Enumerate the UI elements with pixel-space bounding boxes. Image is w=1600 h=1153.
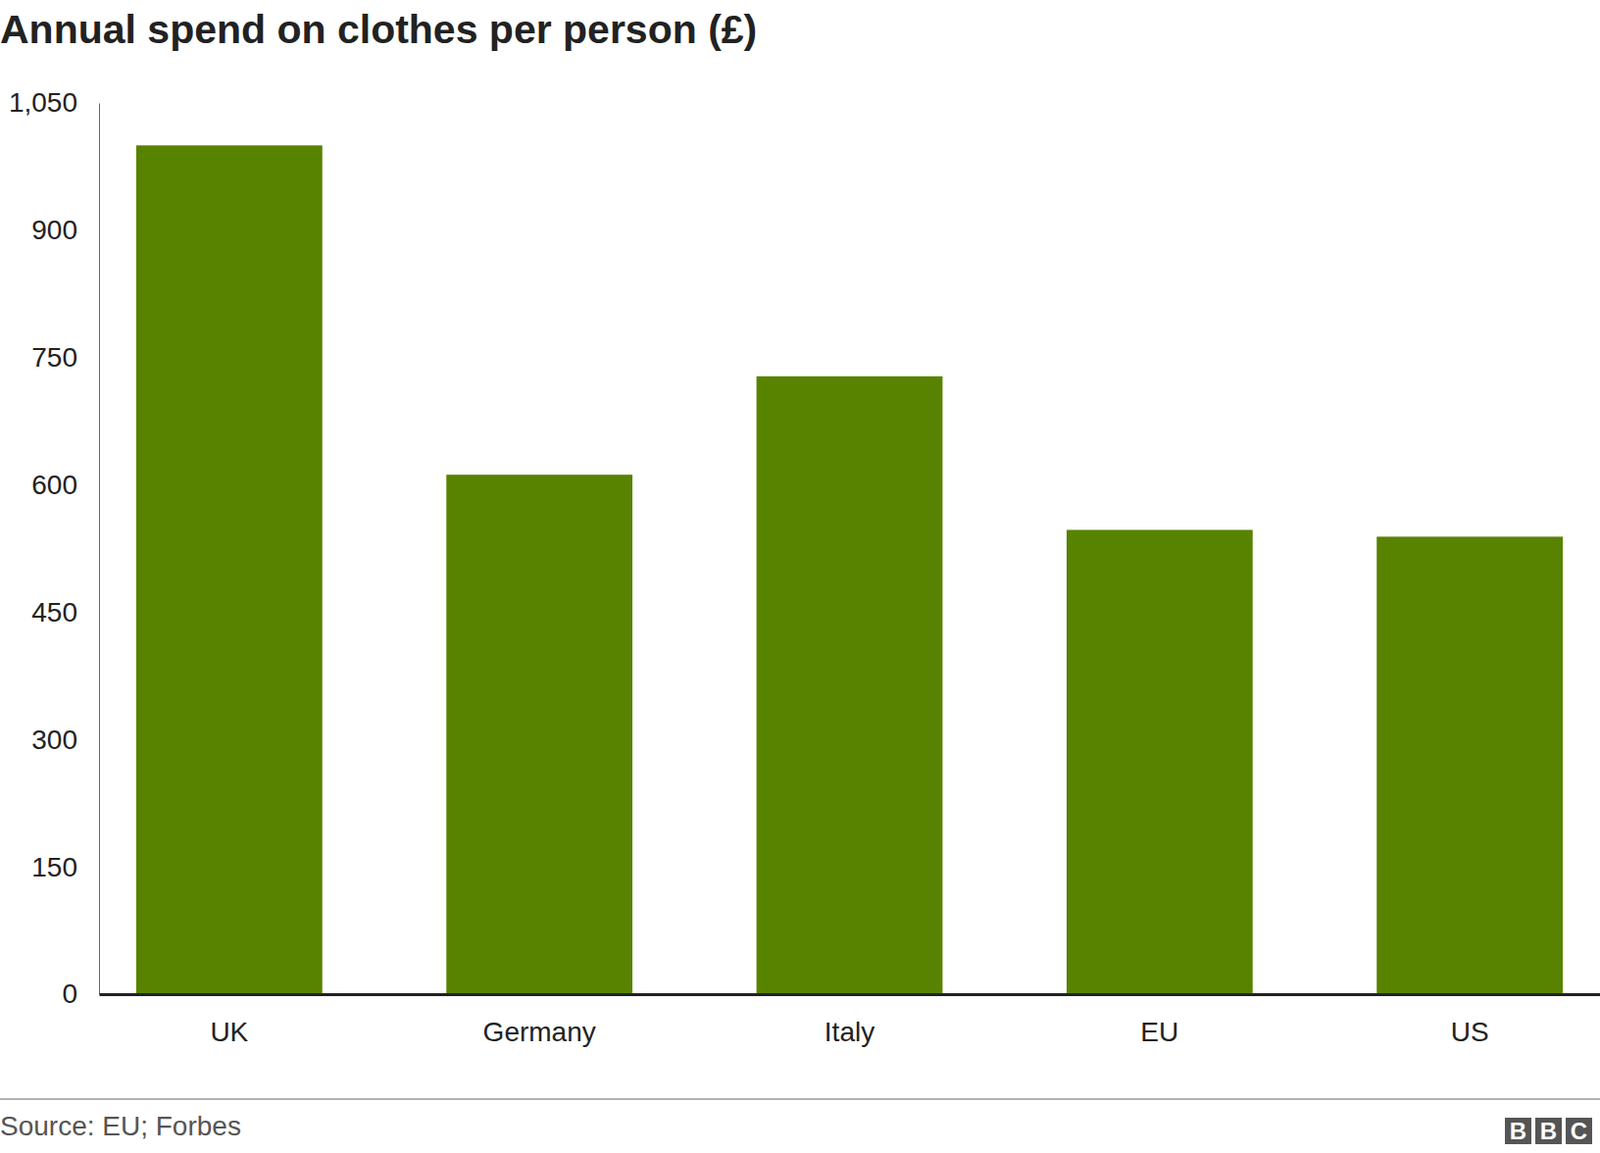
source: Source: EU; Forbes bbox=[0, 1110, 242, 1142]
x-tick-label: EU bbox=[1140, 1016, 1179, 1048]
x-axis: UK Germany Italy EU US bbox=[100, 994, 1600, 1048]
y-tick: 0 bbox=[61, 978, 100, 1009]
y-tick-label: 450 bbox=[31, 597, 78, 628]
x-tick-label: Italy bbox=[824, 1016, 875, 1048]
y-tick-label: 1,050 bbox=[8, 87, 78, 118]
y-tick: 1,050 bbox=[8, 87, 100, 118]
y-tick: 300 bbox=[31, 724, 100, 755]
logo-box bbox=[1565, 1117, 1593, 1145]
bars bbox=[136, 145, 1563, 995]
x-tick: EU bbox=[1140, 994, 1179, 1048]
x-tick-label: Germany bbox=[483, 1016, 597, 1048]
y-tick-label: 0 bbox=[61, 978, 78, 1009]
title: Annual spend on clothes per person (£) bbox=[0, 6, 757, 52]
x-tick: US bbox=[1450, 994, 1490, 1048]
bar bbox=[446, 474, 633, 995]
logo-text: BBC bbox=[1509, 1117, 1588, 1145]
chart: Annual spend on clothes per person (£) 0 1… bbox=[0, 0, 1600, 1153]
x-tick: Germany bbox=[483, 994, 597, 1048]
logo: BBC bbox=[1504, 1117, 1593, 1145]
y-tick-label: 600 bbox=[31, 469, 78, 500]
y-tick-label: 300 bbox=[31, 724, 78, 755]
y-tick-label: 750 bbox=[31, 342, 78, 373]
bar bbox=[1066, 529, 1253, 995]
y-tick: 600 bbox=[31, 469, 100, 500]
y-tick-label: 150 bbox=[31, 851, 78, 883]
footer-rule bbox=[0, 1098, 1600, 1100]
x-axis-line bbox=[100, 993, 1600, 997]
x-tick: Italy bbox=[824, 994, 875, 1048]
y-tick: 150 bbox=[31, 851, 100, 883]
x-tick-label: US bbox=[1450, 1016, 1490, 1048]
y-tick: 450 bbox=[31, 597, 100, 628]
bar bbox=[136, 145, 323, 995]
y-axis: 0 150 300 450 600 750 900 1,050 bbox=[8, 87, 100, 1009]
bar bbox=[1376, 536, 1563, 995]
logo-box bbox=[1535, 1117, 1562, 1145]
x-tick-label: UK bbox=[209, 1016, 249, 1048]
y-tick-label: 900 bbox=[31, 214, 78, 246]
bar bbox=[756, 376, 944, 995]
x-tick: UK bbox=[209, 994, 249, 1048]
y-tick: 750 bbox=[31, 342, 100, 373]
logo-box bbox=[1504, 1117, 1532, 1145]
y-axis-line bbox=[99, 103, 100, 996]
y-tick: 900 bbox=[31, 214, 100, 246]
